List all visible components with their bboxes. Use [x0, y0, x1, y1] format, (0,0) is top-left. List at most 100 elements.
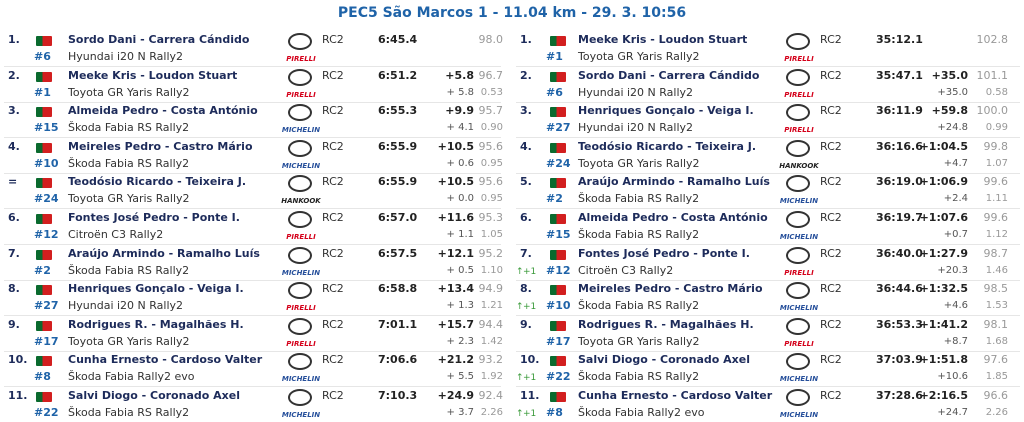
car-number: #15: [546, 228, 571, 241]
car-model: Škoda Fabia RS Rally2: [68, 263, 190, 277]
manufacturer-logo: [786, 317, 810, 335]
gap-per-km: 0.99: [985, 122, 1008, 134]
tyre-logo: PIRELLI: [286, 233, 316, 241]
position: 7.: [520, 246, 532, 260]
percent: 94.4: [478, 317, 504, 331]
position: 1.: [520, 33, 532, 46]
title: PEC5 São Marcos 1 - 11.04 km - 29. 3. 10…: [337, 5, 687, 21]
time: 6:57.5: [378, 246, 418, 260]
diff-leader: +1:06.9: [919, 175, 968, 189]
crew-name: Meeke Kris - Loudon Stuart: [68, 68, 238, 82]
position: 1.: [8, 33, 20, 46]
car-model: Hyundai i20 N Rally2: [68, 299, 184, 313]
row-divider: [516, 279, 1020, 281]
class: RC2: [322, 246, 344, 260]
flag-icon: [550, 178, 566, 189]
diff-leader: +2:16.5: [919, 389, 968, 402]
tyre-logo: MICHELIN: [281, 411, 321, 419]
position: 10.: [8, 353, 28, 367]
percent: 94.9: [478, 282, 504, 296]
crew-name: Rodrigues R. - Magalhães H.: [68, 317, 244, 331]
manufacturer-logo: [288, 175, 312, 193]
percent: 95.7: [478, 104, 504, 118]
class: RC2: [322, 104, 344, 118]
car-number: #12: [34, 228, 59, 241]
manufacturer-logo: [288, 317, 312, 335]
change-arrow: ↑: [516, 409, 524, 419]
row-divider: [4, 244, 501, 245]
position-change: +1: [523, 373, 537, 384]
diff-previous: +10.6: [937, 371, 968, 383]
time: 36:40.0: [876, 246, 923, 260]
car-number: #17: [34, 334, 59, 348]
class: RC2: [820, 33, 842, 46]
flag-icon: [36, 249, 52, 260]
car-number: #22: [546, 370, 571, 384]
manufacturer-logo: [786, 175, 810, 193]
position: 10.: [520, 353, 540, 367]
time: 37:03.9: [876, 353, 923, 367]
row-divider: [516, 244, 1020, 245]
gap-per-km: 1.53: [985, 300, 1008, 312]
flag-icon: [550, 214, 566, 224]
car-model: Toyota GR Yaris Rally2: [578, 156, 700, 170]
car-number: #2: [546, 192, 563, 206]
percent: 100.0: [976, 104, 1009, 118]
flag-icon: [550, 392, 566, 402]
class: RC2: [322, 68, 344, 82]
position: 8.: [520, 282, 532, 296]
tyre-logo: HANKOOK: [779, 161, 819, 170]
car-number: #17: [546, 334, 571, 348]
gap-per-km: 0.90: [480, 122, 503, 134]
tyre-logo: MICHELIN: [779, 304, 819, 313]
percent: 98.7: [983, 246, 1009, 260]
class: RC2: [820, 389, 842, 402]
time: 7:06.6: [378, 353, 418, 367]
position: 2.: [8, 68, 20, 82]
manufacturer-logo: [786, 139, 810, 157]
crew-name: Teodósio Ricardo - Teixeira J.: [578, 139, 757, 153]
diff-previous: +24.8: [937, 122, 968, 134]
time: 36:11.9: [876, 104, 923, 118]
class: RC2: [322, 211, 344, 224]
tyre-logo: MICHELIN: [779, 411, 819, 419]
row-divider: [4, 315, 501, 317]
time: 35:47.1: [876, 68, 923, 82]
percent: 95.2: [478, 246, 504, 260]
car-model: Škoda Fabia RS Rally2: [578, 228, 700, 241]
flag-icon: [550, 249, 566, 260]
car-model: Toyota GR Yaris Rally2: [68, 192, 190, 206]
row-divider: [4, 66, 501, 67]
position: 3.: [8, 104, 20, 118]
row-divider: [4, 137, 501, 139]
percent: 96.6: [983, 389, 1009, 402]
position: 4.: [520, 139, 532, 153]
diff-leader: +1:51.8: [919, 353, 968, 367]
crew-name: Meireles Pedro - Castro Mário: [578, 282, 763, 296]
diff-previous: + 1.3: [446, 300, 474, 312]
gap-per-km: 1.10: [480, 264, 503, 276]
gap-per-km: 0.95: [480, 193, 503, 205]
diff-leader: +10.5: [437, 175, 474, 189]
crew-name: Teodósio Ricardo - Teixeira J.: [68, 175, 247, 189]
time: 6:58.8: [378, 282, 418, 296]
diff-previous: + 3.7: [446, 407, 474, 418]
car-number: #1: [34, 85, 51, 99]
manufacturer-logo: [786, 33, 810, 50]
time: 36:44.6: [876, 282, 923, 296]
flag-icon: [36, 142, 52, 153]
crew-name: Cunha Ernesto - Cardoso Valter: [578, 389, 773, 402]
time: 6:55.9: [378, 175, 418, 189]
flag-icon: [36, 71, 52, 82]
diff-leader: +13.4: [437, 282, 474, 296]
position: 6.: [8, 211, 20, 224]
car-number: #8: [34, 370, 51, 384]
percent: 95.3: [478, 211, 504, 224]
time: 6:57.0: [378, 211, 418, 224]
tyre-logo: PIRELLI: [784, 126, 814, 135]
tyre-logo: PIRELLI: [286, 90, 316, 99]
time: 37:28.6: [876, 389, 923, 402]
car-model: Hyundai i20 N Rally2: [68, 50, 184, 63]
diff-leader: +1:32.5: [919, 282, 968, 296]
car-number: #27: [34, 299, 59, 313]
